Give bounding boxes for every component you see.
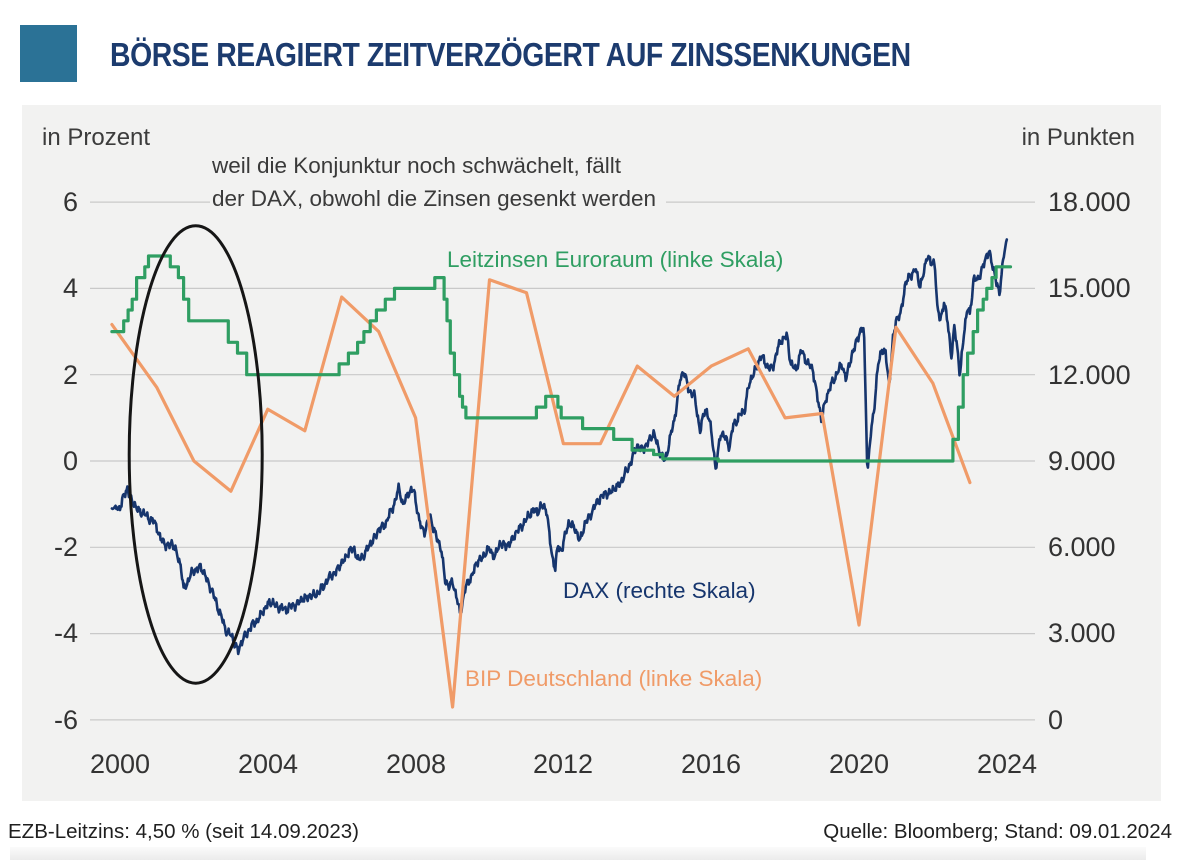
bottom-strip: [10, 847, 1146, 860]
x-axis-tick: 2000: [89, 749, 151, 779]
right-axis-tick: 6.000: [1048, 532, 1116, 562]
left-axis-tick: -2: [53, 532, 78, 562]
footnote-ezb-leitzins: EZB-Leitzins: 4,50 % (seit 14.09.2023): [8, 820, 359, 843]
left-axis-tick: 0: [62, 446, 78, 476]
left-axis-tick: 2: [62, 360, 78, 390]
annotation-line-2: der DAX, obwohl die Zinsen gesenkt werde…: [210, 185, 667, 214]
footnote-source: Quelle: Bloomberg; Stand: 09.01.2024: [823, 820, 1172, 843]
legend-bip: BIP Deutschland (linke Skala): [465, 666, 763, 691]
right-axis-tick: 0: [1048, 705, 1064, 735]
x-axis-tick: 2012: [532, 749, 594, 779]
right-axis-tick: 3.000: [1048, 618, 1116, 648]
right-axis-tick: 15.000: [1048, 273, 1131, 303]
page-title: BÖRSE REAGIERT ZEITVERZÖGERT AUF ZINSSEN…: [110, 36, 911, 73]
x-axis-tick: 2020: [828, 749, 890, 779]
right-axis-tick: 9.000: [1048, 446, 1116, 476]
left-axis-tick: -4: [53, 618, 78, 648]
right-axis-tick: 12.000: [1048, 360, 1131, 390]
header-accent-square: [20, 25, 77, 82]
x-axis-tick: 2008: [385, 749, 447, 779]
x-axis-tick: 2004: [237, 749, 299, 779]
legend-dax: DAX (rechte Skala): [563, 578, 756, 603]
legend-leitzinsen: Leitzinsen Euroraum (linke Skala): [447, 247, 784, 272]
left-axis-tick: 4: [62, 273, 78, 303]
x-axis-tick: 2024: [976, 749, 1038, 779]
right-axis-tick: 18.000: [1048, 187, 1131, 217]
x-axis-tick: 2016: [680, 749, 742, 779]
left-axis-title: in Prozent: [42, 124, 151, 151]
left-axis-tick: 6: [62, 187, 78, 217]
right-axis-title: in Punkten: [1021, 124, 1135, 151]
annotation-line-1: weil die Konjunktur noch schwächelt, fäl…: [210, 152, 631, 181]
left-axis-tick: -6: [53, 705, 78, 735]
chart-card: [22, 105, 1161, 801]
